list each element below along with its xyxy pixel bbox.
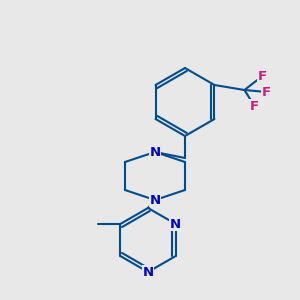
Text: N: N: [149, 194, 161, 206]
Text: F: F: [250, 100, 259, 112]
Text: N: N: [142, 266, 154, 278]
Text: N: N: [170, 218, 181, 230]
Text: F: F: [258, 70, 267, 83]
Text: N: N: [149, 146, 161, 158]
Text: F: F: [262, 85, 271, 98]
